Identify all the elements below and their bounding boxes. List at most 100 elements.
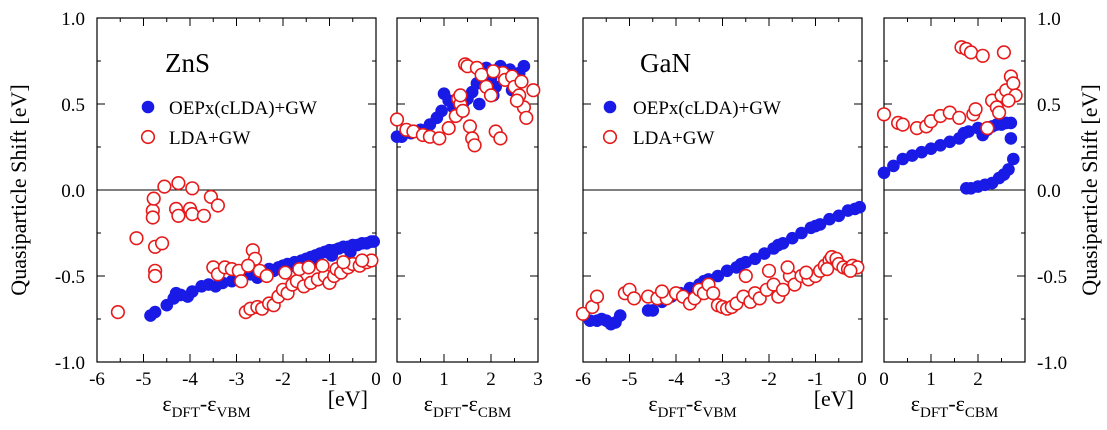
lda-data-point (509, 93, 525, 108)
lda-data-point (526, 83, 541, 98)
x-tick-label: 2 (973, 369, 983, 390)
panel-gan-valence: -6 -5 -4 -3 -2 -1 0 εDFT-εVBM [eV] GaN OEPx(cLDA)+… (575, 17, 867, 421)
x-tick-label: -4 (668, 369, 684, 390)
lda-data-point (441, 121, 456, 136)
panel-label: ZnS (165, 48, 210, 78)
lda-data-point (155, 236, 170, 251)
lda-data-point (654, 284, 670, 299)
oep-data-point (734, 257, 748, 271)
oep-data-point (887, 159, 900, 173)
x-tick-label: -3 (715, 369, 731, 390)
lda-data-point (462, 119, 478, 134)
oep-data-point (748, 252, 762, 266)
lda-data-point (241, 258, 256, 273)
lda-data-point (514, 74, 529, 89)
lda-data-point (876, 107, 892, 122)
x-tick-label: -4 (182, 369, 198, 390)
oep-data-point (646, 304, 660, 317)
lda-data-point (467, 138, 482, 153)
oep-data-point (1002, 163, 1015, 176)
lda-data-point (145, 210, 160, 225)
lda-data-point (963, 45, 979, 60)
oep-data-point (517, 59, 531, 73)
lda-data-point (980, 121, 995, 136)
lda-data-point (775, 282, 791, 297)
x-tick-label: 2 (486, 369, 496, 390)
lda-data-point (991, 105, 1007, 120)
oep-data-point (711, 269, 725, 283)
lda-data-point (1001, 93, 1016, 108)
legend-label: LDA+GW (633, 128, 714, 149)
oep-data-point (832, 209, 846, 223)
lda-data-point (975, 48, 990, 63)
lda-data-point (336, 255, 351, 270)
oep-data-point (853, 200, 866, 214)
lda-data-point (355, 253, 370, 268)
panel-zns-valence: -1.0 -0.5 0.0 0.5 1.0 -6 -5 -4 -3 -2 -1 0 εDFT-εVBM [… (55, 9, 381, 421)
x-axis-unit: [eV] (814, 386, 854, 411)
lda-data-point (968, 102, 983, 117)
x-tick-label: 3 (533, 369, 543, 390)
legend-label: OEPx(cLDA)+GW (169, 98, 317, 119)
lda-data-point (519, 110, 534, 125)
lda-data-point (895, 117, 910, 132)
lda-data-point (301, 260, 316, 275)
lda-data-point (210, 198, 225, 213)
y-tick-label-right: -1.0 (1037, 353, 1067, 374)
oep-data-point (186, 285, 199, 298)
x-tick-label: -6 (575, 369, 591, 390)
x-tick-label: -2 (275, 369, 291, 390)
lda-data-point (493, 131, 508, 146)
x-tick-label: -5 (622, 369, 638, 390)
lda-data-point (575, 306, 591, 321)
x-tick-label: -1 (322, 369, 338, 390)
y-tick-label-left: 1.0 (61, 9, 85, 30)
lda-data-point (1006, 76, 1021, 91)
oep-data-point (344, 245, 357, 259)
x-tick-label: 0 (371, 369, 381, 390)
legend-label: OEPx(cLDA)+GW (633, 98, 781, 119)
lda-data-point (234, 274, 249, 289)
lda-data-point (278, 265, 293, 280)
y-tick-label-left: -0.5 (55, 267, 85, 288)
panel-label: GaN (640, 48, 691, 78)
x-tick-label: -2 (761, 369, 777, 390)
y-tick-label-right: 1.0 (1037, 9, 1061, 30)
oep-data-point (795, 226, 808, 240)
legend-marker-lda (140, 129, 156, 145)
legend-marker-oep (603, 100, 617, 114)
lda-data-point (129, 231, 144, 246)
lda-data-point (110, 305, 125, 320)
y-tick-label-left: 0.5 (61, 95, 85, 116)
oep-data-point (148, 305, 162, 319)
oep-data-point (473, 97, 486, 111)
oep-data-point (1004, 116, 1018, 130)
oep-data-point (758, 247, 771, 260)
lda-data-point (196, 208, 211, 223)
y-axis-title-right: Quasiparticle Shift [eV] (1077, 84, 1102, 295)
lda-data-point (148, 268, 163, 284)
x-tick-label: -6 (89, 369, 105, 390)
oep-data-point (435, 104, 448, 118)
lda-data-point (761, 263, 777, 278)
oep-data-point (367, 235, 381, 248)
x-tick-label: -1 (808, 369, 824, 390)
lda-data-point (843, 263, 858, 278)
y-tick-label-right: 0.5 (1037, 95, 1061, 116)
lda-data-point (432, 131, 447, 146)
lda-data-point (799, 265, 814, 280)
lda-data-point (996, 45, 1012, 60)
y-tick-label-left: -1.0 (55, 353, 85, 374)
x-tick-label: 1 (926, 369, 936, 390)
x-tick-label: -5 (136, 369, 152, 390)
lda-data-point (185, 181, 200, 196)
lda-data-point (315, 258, 330, 273)
y-tick-label-right: 0.0 (1037, 181, 1061, 202)
lda-data-point (259, 268, 274, 284)
lda-data-point (185, 207, 200, 222)
x-tick-label: -3 (229, 369, 245, 390)
legend-label: LDA+GW (169, 128, 250, 149)
lda-data-point (455, 103, 470, 118)
x-tick-label: 0 (879, 369, 889, 390)
